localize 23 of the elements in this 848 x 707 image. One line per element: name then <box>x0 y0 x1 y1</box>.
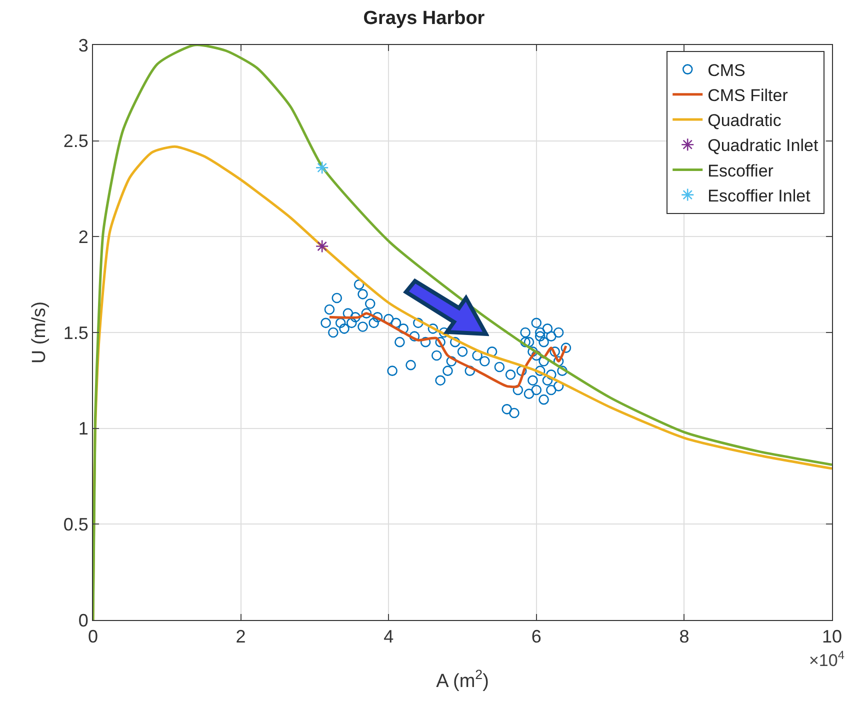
chart-title: Grays Harbor <box>363 8 486 29</box>
x-tick-label: 10 <box>822 626 842 647</box>
y-tick-label: 1.5 <box>63 322 88 343</box>
y-tick-label: 3 <box>78 35 88 56</box>
y-tick-label: 2 <box>78 226 88 247</box>
legend-label: Quadratic <box>708 111 782 130</box>
legend-label: CMS Filter <box>708 86 788 106</box>
legend-label: Escoffier <box>708 161 774 180</box>
y-axis-title: U (m/s) <box>29 301 50 364</box>
x-tick-label: 4 <box>384 626 394 647</box>
y-tick-label: 2.5 <box>63 131 88 152</box>
legend-label: Quadratic Inlet <box>708 136 818 156</box>
text: ×10$^{4}$ <box>809 648 845 670</box>
line-series <box>93 45 832 620</box>
legend-label: CMS <box>708 60 746 80</box>
x-tick-label: 2 <box>236 626 246 647</box>
x-tick-label: 8 <box>679 626 690 647</box>
legend-label: Escoffier Inlet <box>708 186 811 206</box>
y-tick-label: 1 <box>78 418 88 439</box>
x-axis-title: A (m$^{2}$) <box>436 667 489 692</box>
y-tick-label: 0 <box>78 610 88 630</box>
y-tick-label: 0.5 <box>63 514 88 534</box>
x-tick-label: 6 <box>531 626 542 647</box>
